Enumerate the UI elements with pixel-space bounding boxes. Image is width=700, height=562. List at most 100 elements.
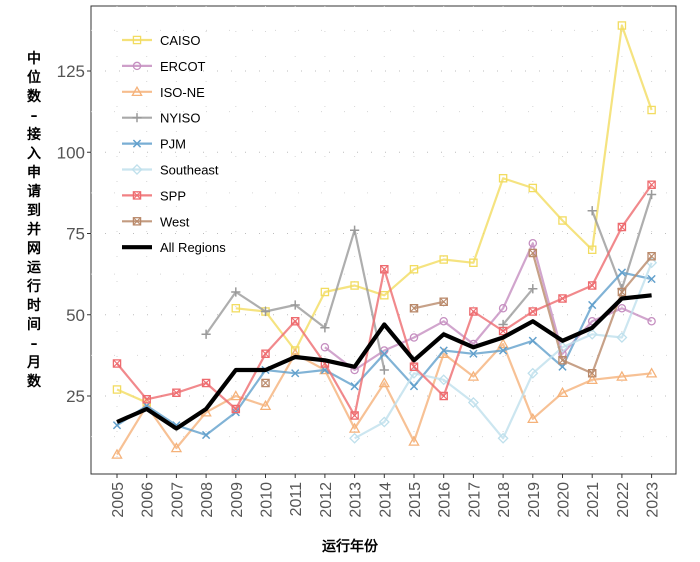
data-point-cross [202, 379, 211, 387]
data-point-box [409, 303, 419, 313]
data-point [378, 377, 391, 388]
data-point-cross [291, 317, 300, 326]
data-point [645, 367, 658, 378]
x-tick-label: 2017 [466, 482, 483, 518]
data-point-box [558, 355, 567, 365]
data-point [528, 336, 537, 345]
data-point [587, 368, 597, 378]
data-point [527, 412, 539, 424]
data-point-cross [499, 327, 508, 335]
data-point [409, 382, 419, 391]
series-line [413, 300, 444, 310]
y-tick-label: 25 [66, 387, 85, 406]
data-point-cross [588, 281, 597, 290]
data-point-cross [133, 217, 141, 226]
data-point [132, 191, 142, 200]
data-point [469, 258, 478, 267]
series-line [502, 288, 534, 326]
data-point-box [469, 307, 478, 316]
x-tick-label: 2021 [585, 482, 602, 518]
x-tick-label: 2011 [288, 482, 305, 517]
data-point [617, 21, 627, 30]
data-point [528, 183, 538, 193]
data-point [320, 342, 330, 352]
data-point [259, 399, 272, 411]
series-nyiso [201, 189, 657, 375]
data-point [586, 373, 598, 385]
data-point [528, 284, 538, 294]
data-point [588, 300, 597, 310]
data-point [380, 349, 389, 358]
data-point-cross [410, 304, 418, 313]
data-point [439, 297, 448, 306]
data-point-cross [231, 405, 240, 413]
data-point [528, 248, 538, 258]
series-layer [111, 21, 658, 459]
data-point [587, 206, 597, 216]
data-point-box [587, 368, 597, 378]
data-point [350, 382, 359, 391]
data-point [647, 316, 656, 326]
legend-label: SPP [160, 188, 186, 203]
data-point [558, 355, 567, 365]
legend-item-southeast: Southeast [122, 163, 219, 178]
data-point [172, 388, 181, 397]
legend-item-all-regions: All Regions [122, 240, 226, 255]
legend-item-nyiso: NYISO [122, 111, 200, 126]
data-point-cross [558, 294, 567, 303]
x-axis-title: 运行年份 [322, 539, 378, 555]
data-point [201, 329, 211, 339]
data-point [379, 365, 389, 375]
series-southeast [349, 257, 658, 444]
x-tick-label: 2010 [259, 482, 276, 518]
data-point-box [439, 297, 448, 306]
data-point [469, 307, 478, 316]
data-point-cross [647, 180, 656, 189]
data-point-cross [172, 388, 181, 397]
data-point [528, 238, 538, 248]
legend: CAISO ERCOT ISO-NE NYISO PJM Southeast SPP West… [122, 33, 226, 255]
x-tick-label: 2019 [526, 482, 543, 518]
data-point-cross [439, 297, 448, 306]
data-point [467, 370, 480, 381]
data-point [438, 374, 450, 386]
data-point [617, 222, 627, 232]
data-point-box [617, 222, 627, 232]
data-point [497, 338, 509, 349]
data-point [556, 386, 569, 398]
legend-label: ERCOT [160, 59, 206, 74]
data-point [469, 349, 478, 358]
legend-item-ercot: ERCOT [122, 59, 206, 74]
legend-label: PJM [160, 137, 186, 152]
series-spp [112, 180, 656, 420]
data-point-cross [133, 191, 141, 200]
data-point [260, 306, 271, 317]
data-point [231, 303, 241, 313]
legend-label: Southeast [160, 163, 219, 178]
data-point [261, 349, 270, 358]
x-tick-label: 2018 [496, 482, 513, 518]
data-point [231, 287, 241, 297]
data-point-box [558, 294, 567, 303]
y-axis: 25 50 75 100 125 [57, 62, 91, 406]
data-point [320, 287, 330, 297]
data-point-cross [647, 252, 656, 261]
data-point [132, 113, 142, 123]
data-point-cross [617, 288, 626, 296]
data-point [132, 139, 142, 148]
data-point [617, 303, 627, 313]
data-point [378, 416, 390, 428]
data-point-cross [261, 379, 270, 387]
data-point-box [201, 378, 211, 388]
data-point [131, 85, 143, 97]
series-line [116, 342, 652, 456]
data-point-box [261, 349, 270, 358]
data-point [528, 307, 538, 316]
data-point [409, 303, 419, 313]
legend-label: NYISO [160, 111, 200, 126]
data-point [498, 173, 508, 183]
data-point [439, 316, 448, 326]
data-point [350, 411, 359, 420]
data-point [616, 370, 628, 381]
